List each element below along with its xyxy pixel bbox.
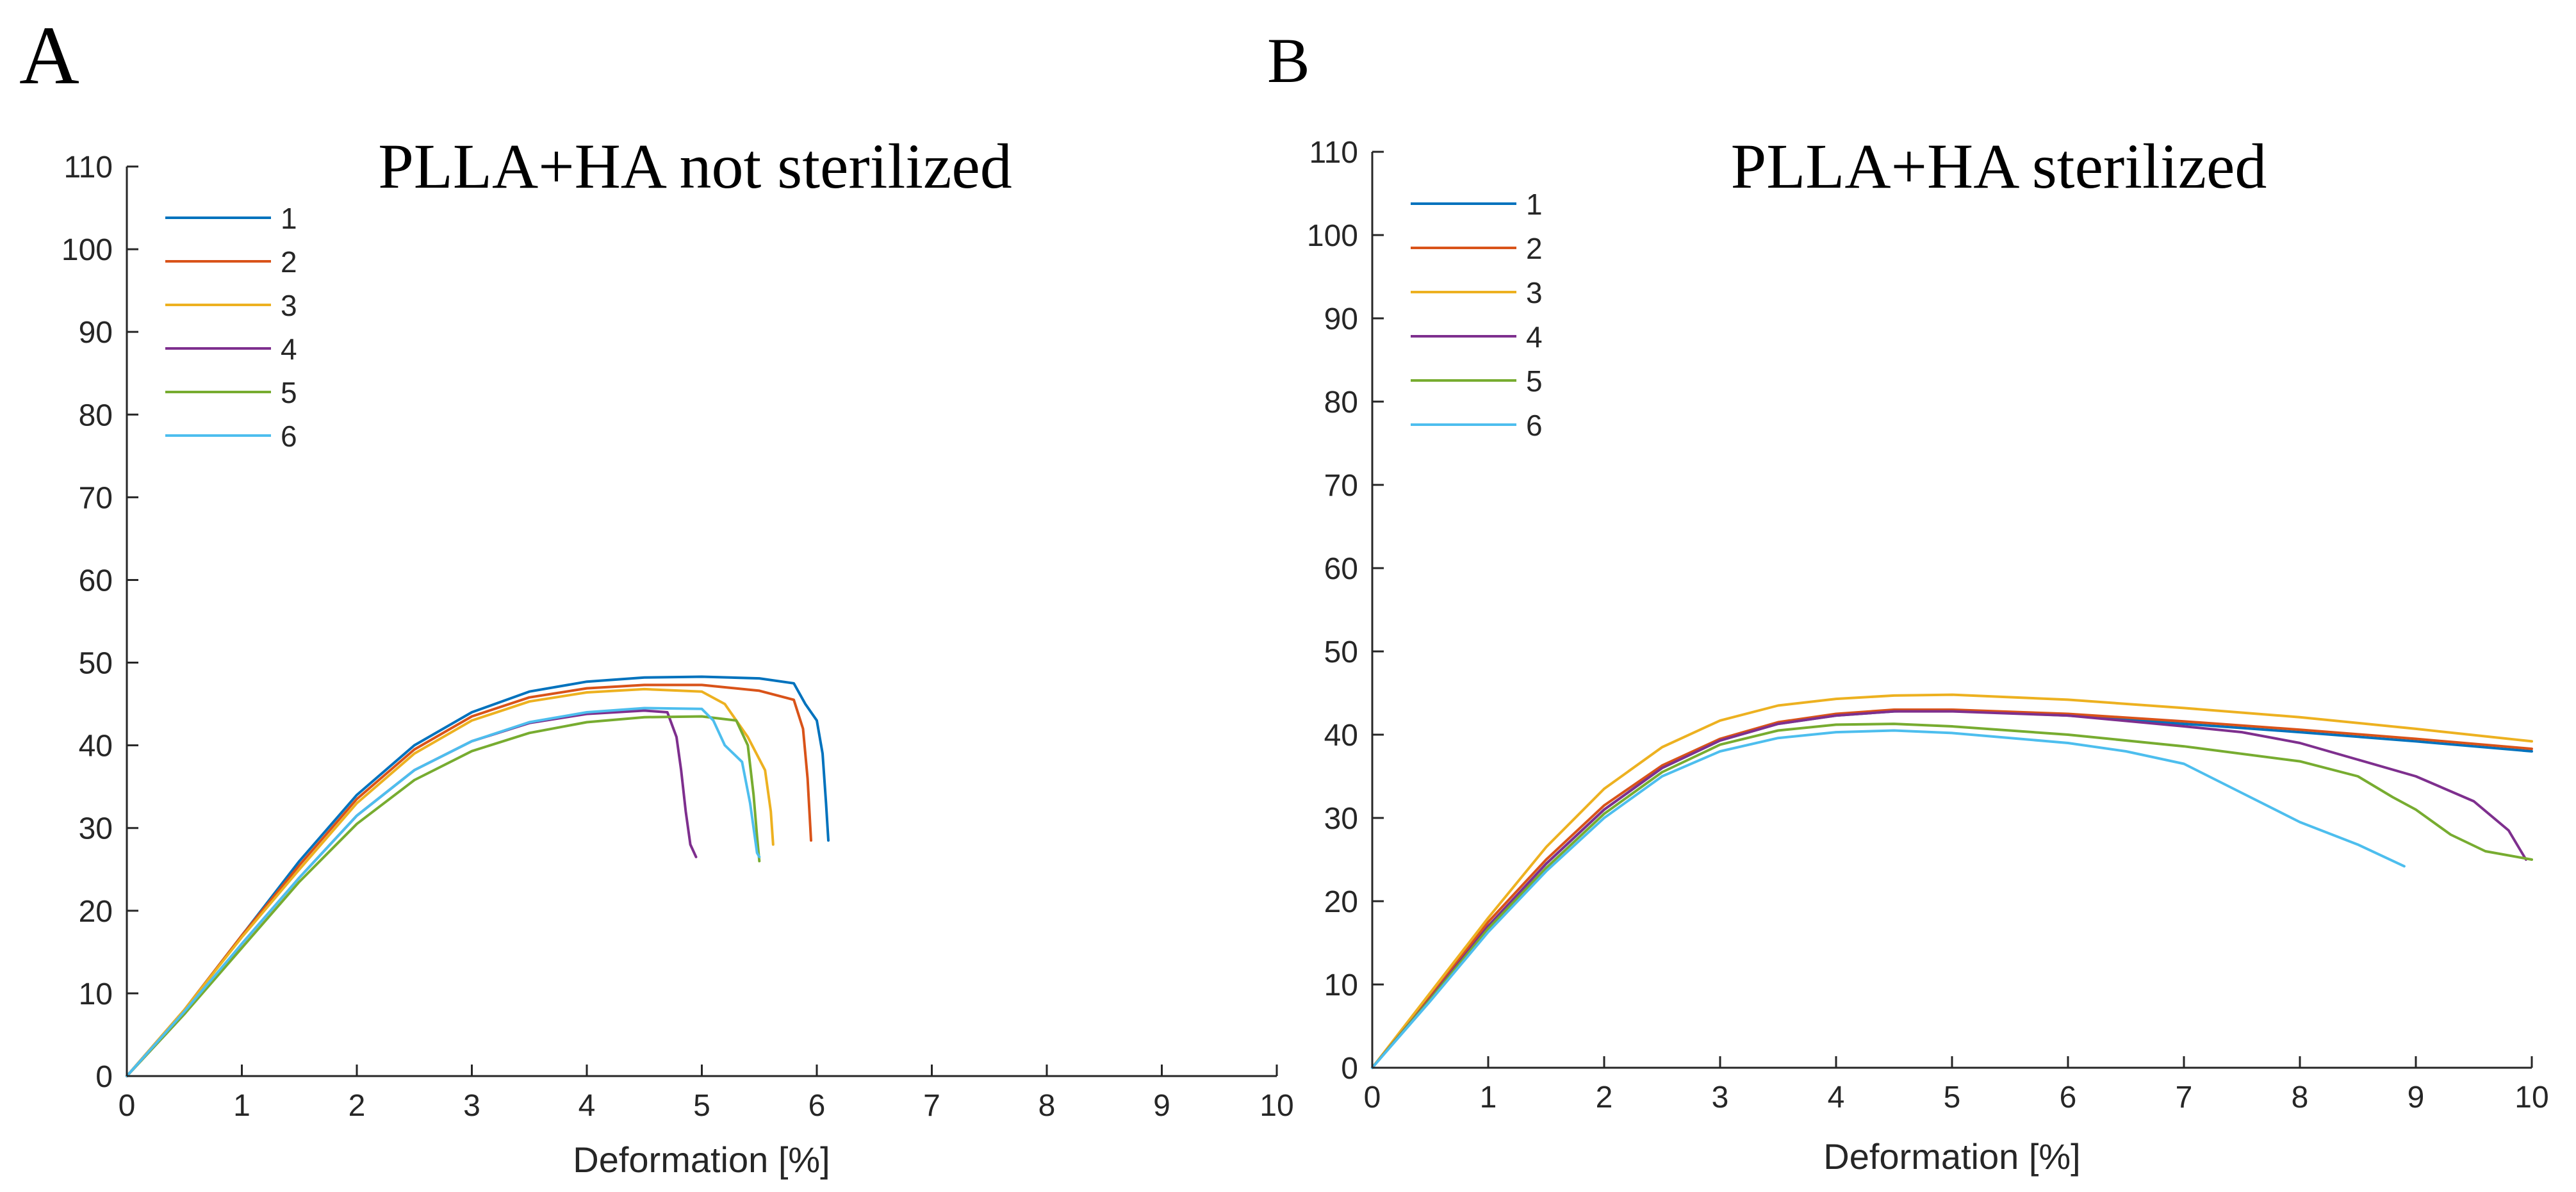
series-line-b-2 [1371,708,2533,1069]
legend-label-a-3: 3 [281,289,297,322]
series-line-b-1 [1371,709,2533,1069]
series-line-a-2 [126,683,812,1077]
x-tick-label-b: 9 [2408,1081,2425,1114]
panel-letter-a: A [19,10,79,102]
series-line-b-4 [1371,710,2527,1069]
series-line-a-1 [126,675,830,1077]
legend-label-a-5: 5 [281,376,297,409]
series-line-b-3 [1371,693,2533,1069]
legend-a: 1 2 3 4 5 6 [165,202,297,453]
legend-label-b-1: 1 [1526,188,1543,221]
y-tick-label-a: 70 [79,481,113,515]
series-line-a-6 [126,706,761,1077]
legend-label-a-2: 2 [281,245,297,279]
x-tick-label-b: 6 [2060,1081,2077,1114]
series-b [1371,693,2533,1069]
y-tick-label-a: 80 [79,398,113,432]
x-tick-label-a: 1 [233,1089,250,1123]
y-tick-label-a: 20 [79,895,113,929]
panel-letter-b: B [1267,25,1310,96]
x-tick-label-a: 5 [693,1089,710,1123]
legend-label-b-5: 5 [1526,364,1543,398]
legend-label-a-6: 6 [281,420,297,453]
x-tick-label-a: 9 [1153,1089,1170,1123]
y-tick-label-b: 50 [1324,635,1358,669]
x-tick-label-b: 0 [1364,1081,1381,1114]
x-tick-label-a: 10 [1259,1089,1293,1123]
x-tick-label-a: 2 [349,1089,366,1123]
y-tick-label-a: 30 [79,812,113,846]
legend-label-b-4: 4 [1526,320,1543,354]
y-tick-label-a: 90 [79,316,113,350]
panel-a: A PLLA+HA not sterilized Deformation [%]… [19,10,1294,1180]
y-tick-label-b: 100 [1307,219,1358,253]
chart-title-a: PLLA+HA not sterilized [378,131,1012,202]
x-tick-label-a: 8 [1038,1089,1056,1123]
series-line-b-5 [1371,723,2533,1069]
x-tick-label-a: 7 [923,1089,940,1123]
chart-title-b: PLLA+HA sterilized [1731,131,2267,202]
x-tick-label-a: 4 [578,1089,596,1123]
panel-b: B PLLA+HA sterilized Deformation [%] 0 1 2… [1267,25,2549,1177]
y-tick-label-b: 20 [1324,885,1358,919]
x-tick-label-b: 4 [1828,1081,1845,1114]
legend-label-a-4: 4 [281,332,297,366]
y-tick-label-a: 100 [62,233,113,267]
y-tick-label-b: 70 [1324,469,1358,503]
legend-label-a-1: 1 [281,202,297,235]
y-tick-label-b: 0 [1341,1052,1358,1086]
series-a [126,675,830,1077]
x-tick-label-a: 0 [119,1089,136,1123]
y-tick-label-a: 60 [79,564,113,598]
x-tick-label-b: 3 [1712,1081,1729,1114]
legend-label-b-6: 6 [1526,409,1543,442]
y-tick-label-b: 80 [1324,386,1358,420]
series-line-a-5 [126,715,761,1077]
x-tick-label-b: 10 [2514,1081,2548,1114]
x-axis-label-a: Deformation [%] [573,1139,830,1180]
y-tick-label-b: 90 [1324,302,1358,336]
x-axis-label-b: Deformation [%] [1823,1136,2081,1177]
x-tick-label-b: 7 [2176,1081,2193,1114]
legend-b: 1 2 3 4 5 6 [1411,188,1543,442]
y-tick-label-a: 110 [63,151,113,184]
legend-label-b-2: 2 [1526,232,1543,265]
x-tick-label-b: 8 [2292,1081,2309,1114]
y-tick-label-b: 60 [1324,552,1358,586]
y-tick-label-a: 10 [79,977,113,1011]
x-tick-label-a: 6 [808,1089,826,1123]
series-line-a-4 [126,709,698,1077]
x-tick-label-b: 2 [1596,1081,1613,1114]
y-tick-label-b: 40 [1324,719,1358,753]
y-tick-label-b: 110 [1309,136,1358,170]
y-tick-label-a: 0 [95,1060,113,1094]
y-tick-label-a: 50 [79,647,113,681]
y-tick-label-b: 10 [1324,968,1358,1002]
x-tick-label-b: 5 [1944,1081,1961,1114]
y-tick-label-a: 40 [79,730,113,763]
series-line-b-6 [1371,729,2406,1069]
series-line-a-3 [126,687,775,1077]
y-tick-label-b: 30 [1324,802,1358,836]
x-tick-label-a: 3 [463,1089,480,1123]
legend-label-b-3: 3 [1526,276,1543,309]
x-tick-label-b: 1 [1480,1081,1497,1114]
